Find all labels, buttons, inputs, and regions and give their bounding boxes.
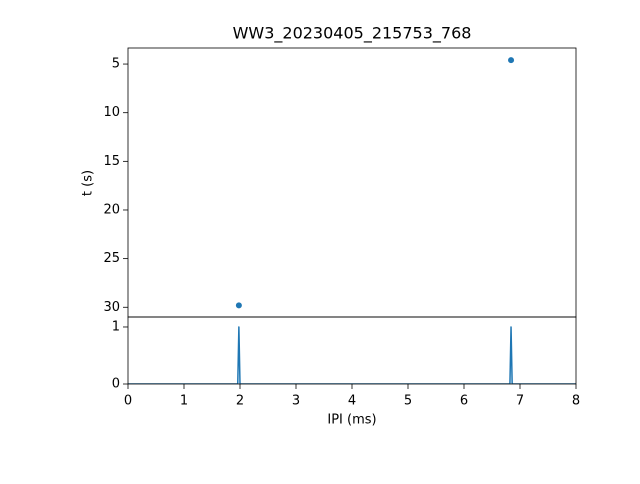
x-tick-label: 1 (180, 394, 188, 409)
axes-frame (127, 316, 577, 385)
chart-title: WW3_20230405_215753_768 (233, 24, 472, 44)
y-tick-label: 20 (103, 202, 120, 217)
y-axis-label: t (s) (81, 170, 96, 196)
x-tick-label: 8 (572, 394, 580, 409)
x-tick-label: 0 (124, 394, 132, 409)
x-tick-label: 2 (236, 394, 244, 409)
x-tick-label: 7 (516, 394, 524, 409)
x-tick-label: 5 (404, 394, 412, 409)
x-tick-label: 6 (460, 394, 468, 409)
y-tick-label: 25 (103, 251, 120, 266)
y-tick-label: 1 (112, 319, 120, 334)
x-tick-label: 3 (292, 394, 300, 409)
x-axis-label: IPI (ms) (327, 413, 376, 428)
point (235, 302, 242, 309)
x-tick-label: 4 (348, 394, 356, 409)
y-tick-label: 30 (103, 300, 120, 315)
y-tick-label: 0 (112, 377, 120, 392)
y-tick-label: 5 (112, 57, 120, 72)
y-tick-label: 15 (103, 154, 120, 169)
y-tick-label: 10 (103, 105, 120, 120)
line (128, 326, 576, 384)
point (508, 57, 515, 64)
